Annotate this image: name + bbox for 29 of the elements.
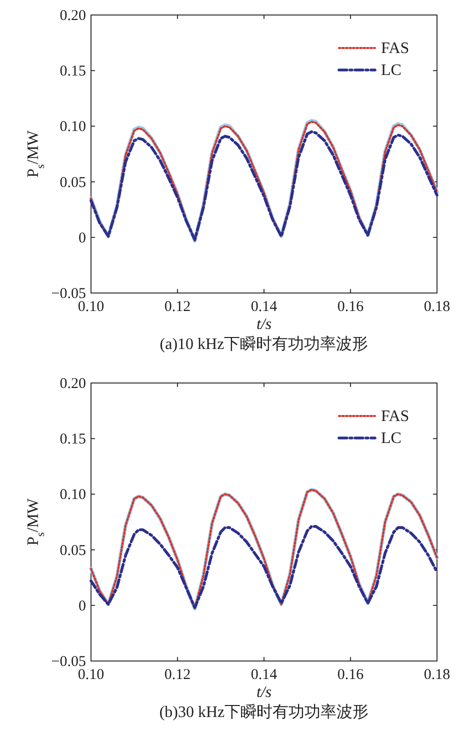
legend-label: LC [381,62,402,79]
y-tick-label: 0 [78,230,86,246]
text: (b)30 kHz下瞬时有功功率波形 [159,703,369,721]
x-tick-label: 0.12 [164,299,191,315]
x-tick-label: 0.18 [424,299,450,315]
x-tick-label: 0.14 [250,667,278,683]
y-tick-label: 0.10 [60,119,86,136]
y-tick-label: 0.15 [60,64,86,80]
line-series [90,525,438,610]
legend-label: FAS [381,408,410,425]
y-tick-label: −0.05 [51,654,86,670]
y-tick-label: −0.05 [51,286,86,302]
legend-label: FAS [381,40,410,57]
y-tick-label: 0.15 [60,432,86,448]
x-tick-label: 0.12 [164,667,191,683]
y-tick-label: 0.20 [60,8,86,24]
x-axis-title: t/s [256,684,272,701]
y-tick-label: 0.05 [60,542,86,559]
y-tick-label: 0 [78,598,86,614]
x-tick-label: 0.16 [337,667,364,683]
x-tick-label: 0.18 [424,667,450,683]
x-tick-label: 0.14 [250,299,278,315]
y-tick-label: 0.05 [60,174,86,191]
text: (a)10 kHz下瞬时有功功率波形 [160,335,368,353]
legend-label: LC [381,430,402,447]
x-axis-title: t/s [256,316,272,333]
x-tick-label: 0.16 [337,299,364,315]
y-tick-label: 0.20 [60,376,86,392]
y-tick-label: 0.10 [60,487,86,504]
